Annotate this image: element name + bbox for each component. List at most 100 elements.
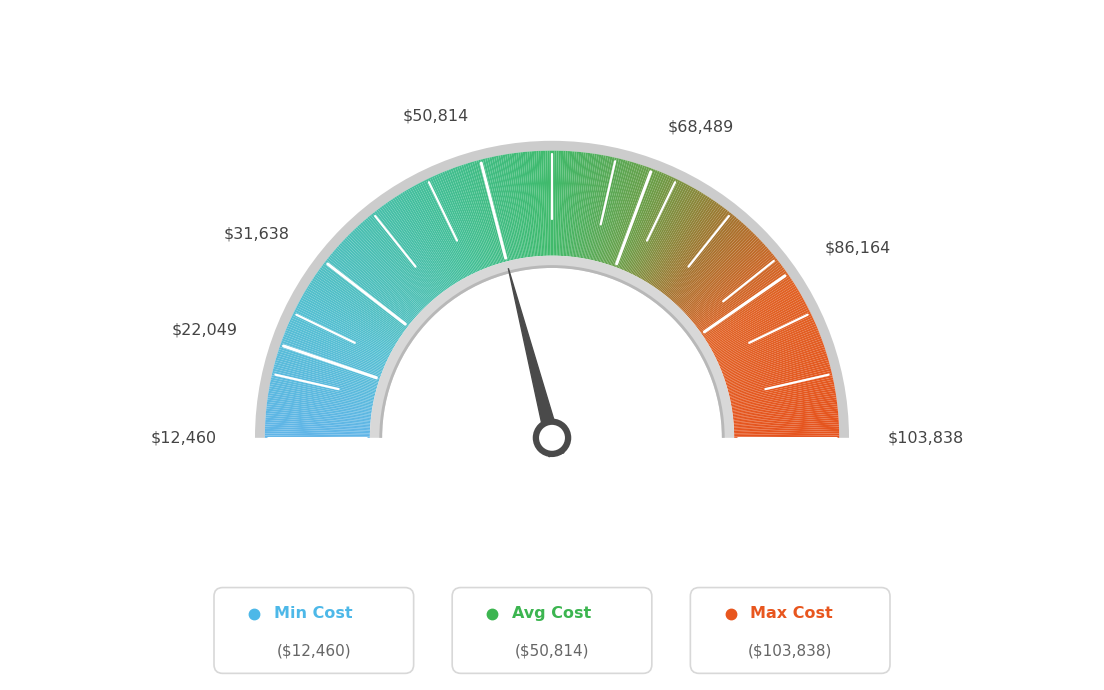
Wedge shape: [562, 151, 570, 256]
Text: Min Cost: Min Cost: [274, 606, 352, 621]
Wedge shape: [678, 230, 752, 307]
Wedge shape: [721, 330, 819, 371]
Wedge shape: [733, 402, 837, 416]
Wedge shape: [274, 366, 375, 394]
Wedge shape: [550, 150, 552, 256]
Wedge shape: [681, 235, 756, 310]
Wedge shape: [726, 357, 828, 388]
Wedge shape: [718, 319, 815, 364]
Wedge shape: [541, 150, 546, 256]
Wedge shape: [732, 395, 837, 412]
Wedge shape: [731, 386, 835, 406]
Wedge shape: [720, 326, 817, 368]
Wedge shape: [647, 193, 704, 284]
Wedge shape: [571, 152, 584, 257]
Wedge shape: [576, 153, 593, 257]
Wedge shape: [734, 435, 839, 438]
Wedge shape: [672, 222, 744, 302]
Wedge shape: [665, 213, 732, 296]
Wedge shape: [489, 157, 513, 260]
Wedge shape: [284, 334, 382, 373]
Wedge shape: [353, 228, 427, 306]
Wedge shape: [480, 159, 508, 262]
Wedge shape: [715, 311, 811, 359]
Wedge shape: [279, 345, 380, 380]
Wedge shape: [266, 404, 371, 418]
Wedge shape: [333, 250, 414, 319]
Wedge shape: [660, 207, 724, 292]
Wedge shape: [570, 152, 582, 257]
Wedge shape: [282, 338, 381, 376]
Wedge shape: [539, 151, 545, 256]
Wedge shape: [609, 166, 645, 266]
Text: $50,814: $50,814: [403, 109, 469, 124]
Wedge shape: [493, 156, 517, 259]
Wedge shape: [332, 251, 414, 321]
Wedge shape: [520, 152, 533, 257]
Wedge shape: [482, 159, 509, 261]
Wedge shape: [293, 311, 389, 359]
Wedge shape: [698, 266, 783, 330]
Wedge shape: [301, 295, 394, 349]
Wedge shape: [699, 269, 786, 332]
Wedge shape: [269, 386, 373, 406]
Wedge shape: [701, 273, 788, 334]
Wedge shape: [276, 355, 378, 387]
Wedge shape: [360, 222, 432, 302]
Wedge shape: [716, 313, 811, 360]
Wedge shape: [287, 324, 385, 367]
Wedge shape: [318, 269, 405, 332]
Wedge shape: [734, 424, 839, 431]
Wedge shape: [553, 150, 556, 256]
Wedge shape: [383, 204, 446, 290]
Wedge shape: [558, 150, 563, 256]
Wedge shape: [394, 197, 454, 286]
Wedge shape: [669, 218, 739, 299]
Wedge shape: [459, 166, 495, 266]
Wedge shape: [314, 277, 402, 337]
Wedge shape: [626, 175, 670, 272]
Wedge shape: [730, 375, 832, 400]
Wedge shape: [372, 213, 439, 296]
Wedge shape: [644, 190, 698, 281]
Wedge shape: [342, 239, 421, 313]
Wedge shape: [276, 357, 378, 388]
Wedge shape: [585, 155, 606, 259]
Wedge shape: [694, 258, 777, 325]
Text: $86,164: $86,164: [825, 241, 891, 256]
Wedge shape: [453, 168, 490, 267]
Wedge shape: [645, 190, 700, 282]
Wedge shape: [317, 271, 404, 333]
Wedge shape: [686, 243, 764, 315]
Wedge shape: [582, 155, 602, 258]
Wedge shape: [424, 180, 471, 275]
Wedge shape: [422, 181, 470, 275]
Wedge shape: [688, 246, 767, 317]
FancyBboxPatch shape: [214, 588, 414, 673]
Wedge shape: [386, 201, 448, 289]
Wedge shape: [713, 304, 807, 354]
Wedge shape: [733, 411, 838, 422]
Wedge shape: [552, 150, 554, 256]
Wedge shape: [528, 152, 538, 257]
Wedge shape: [733, 404, 838, 418]
Wedge shape: [548, 150, 551, 256]
Wedge shape: [711, 297, 804, 350]
Wedge shape: [448, 169, 488, 268]
Wedge shape: [526, 152, 537, 257]
Wedge shape: [705, 282, 795, 340]
Wedge shape: [273, 368, 375, 395]
Wedge shape: [593, 158, 619, 261]
Wedge shape: [289, 319, 386, 364]
Wedge shape: [355, 227, 428, 305]
Wedge shape: [469, 162, 501, 264]
Wedge shape: [346, 237, 422, 311]
Wedge shape: [265, 415, 371, 425]
Wedge shape: [327, 258, 410, 325]
Wedge shape: [491, 157, 516, 259]
Wedge shape: [697, 264, 782, 328]
Wedge shape: [611, 166, 647, 266]
Wedge shape: [639, 186, 692, 279]
Wedge shape: [627, 176, 672, 273]
Wedge shape: [288, 322, 385, 366]
